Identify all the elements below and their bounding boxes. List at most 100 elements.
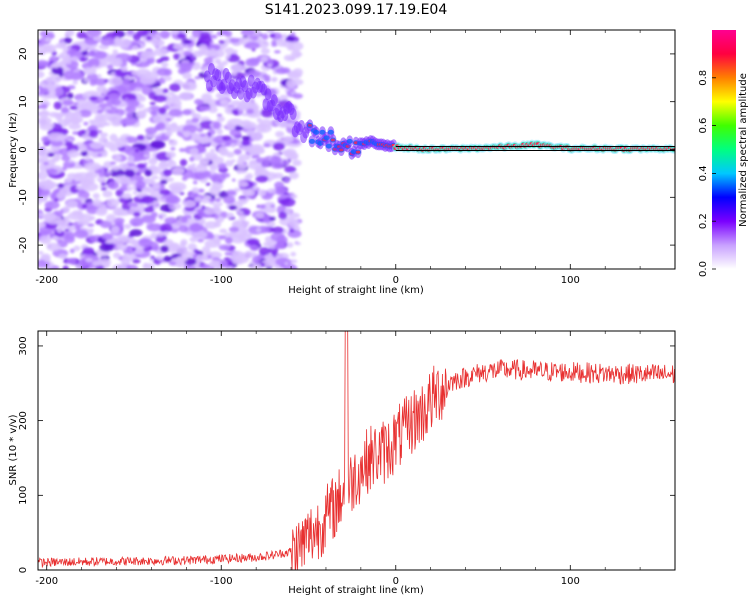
spectrogram-speckle bbox=[46, 242, 61, 252]
spectrogram-speckle bbox=[50, 139, 63, 147]
spectrogram-speckle bbox=[224, 160, 234, 167]
snr-y-ticks: 0 100 200 300 bbox=[18, 336, 675, 573]
spectrogram-speckle bbox=[182, 200, 197, 208]
spectrogram-speckle bbox=[83, 162, 101, 171]
spectrogram-speckle bbox=[159, 189, 171, 196]
spectrogram-speckle bbox=[260, 262, 265, 267]
spectrogram-speckle bbox=[80, 150, 88, 157]
spectrogram-speckle bbox=[238, 214, 247, 220]
spectrogram-speckle bbox=[62, 205, 70, 213]
snr-y-tick-label: 200 bbox=[18, 411, 29, 430]
snr-y-tick-label: 300 bbox=[18, 336, 29, 355]
spectrogram-speckle bbox=[38, 181, 56, 191]
spectrogram-speckle bbox=[159, 160, 168, 168]
spectrogram-speckle bbox=[133, 248, 145, 255]
spectrogram-speckle bbox=[210, 34, 218, 39]
spectrogram-speckle bbox=[234, 125, 244, 131]
spectrogram-speckle bbox=[188, 82, 196, 87]
spectrogram-speckle bbox=[196, 254, 208, 262]
spectrogram-speckle bbox=[160, 223, 173, 233]
spectrogram-speckle bbox=[97, 74, 102, 78]
spectrogram-speckle bbox=[81, 203, 88, 209]
spectrogram-speckle bbox=[263, 206, 277, 214]
spectrogram-speckle bbox=[207, 255, 212, 259]
spectrogram-speckle bbox=[183, 265, 193, 269]
spectrogram-speckle bbox=[189, 223, 202, 233]
spectrogram-speckle bbox=[160, 245, 169, 253]
spectrogram-speckle bbox=[72, 80, 79, 85]
snr-x-tick-label: -200 bbox=[35, 576, 58, 587]
spectrogram-speckle bbox=[237, 163, 248, 170]
spectrogram-speckle bbox=[96, 176, 107, 183]
spectrogram-speckle bbox=[111, 120, 121, 127]
ridge-core bbox=[355, 150, 361, 154]
spectrogram-speckle bbox=[274, 181, 285, 190]
spectrogram-speckle bbox=[192, 180, 198, 185]
spectrogram-speckle bbox=[201, 93, 213, 103]
spectrogram-speckle bbox=[199, 35, 212, 45]
spectrogram-speckle bbox=[162, 88, 169, 94]
spectrogram-speckle bbox=[85, 172, 94, 177]
spectrogram-speckle bbox=[253, 263, 263, 269]
spectrogram-speckle bbox=[227, 266, 233, 269]
spectrogram-speckle bbox=[218, 244, 231, 251]
spectrogram-speckle bbox=[133, 211, 141, 217]
spectrogram-speckle bbox=[280, 197, 296, 207]
spectrogram-speckle bbox=[241, 145, 252, 152]
spectrogram-speckle bbox=[92, 199, 102, 207]
spectrogram-speckle bbox=[254, 173, 258, 177]
spectrogram-ridge bbox=[203, 63, 675, 160]
spectrogram-speckle bbox=[136, 163, 146, 169]
spectrogram-speckle bbox=[288, 41, 304, 51]
spectrogram-speckle bbox=[154, 33, 161, 37]
figure-title: S141.2023.099.17.19.E04 bbox=[265, 2, 448, 18]
spectrogram-speckle bbox=[261, 33, 269, 40]
spectrogram-speckle bbox=[113, 252, 121, 259]
spectrogram-speckle bbox=[224, 141, 231, 147]
spectrogram-speckle bbox=[171, 185, 182, 195]
spectrogram-speckle bbox=[197, 238, 204, 243]
spectrogram-speckle bbox=[197, 188, 205, 193]
spectrogram-speckle bbox=[141, 195, 155, 204]
spectrogram-speckle bbox=[176, 256, 188, 263]
spectrogram-y-tick-label: 10 bbox=[18, 95, 29, 108]
spectrogram-speckle bbox=[106, 198, 120, 208]
spectrogram-speckle bbox=[151, 38, 165, 47]
spectrogram-speckle bbox=[81, 182, 99, 192]
spectrogram-speckle bbox=[81, 221, 90, 226]
spectrogram-speckle bbox=[55, 86, 64, 95]
colorbar-tick-label: 0.0 bbox=[698, 261, 709, 277]
spectrogram-speckle bbox=[115, 189, 124, 197]
spectrogram-speckle bbox=[240, 30, 255, 37]
spectrogram-speckle bbox=[168, 261, 177, 266]
spectrogram-speckle bbox=[170, 147, 176, 151]
spectrogram-speckle bbox=[255, 175, 269, 183]
spectrogram-speckle bbox=[260, 48, 270, 55]
spectrogram-speckle bbox=[142, 107, 152, 113]
spectrogram-speckle bbox=[241, 119, 252, 126]
spectrogram-speckle bbox=[183, 210, 189, 216]
spectrogram-speckle bbox=[199, 133, 206, 137]
spectrogram-speckle bbox=[289, 259, 298, 264]
spectrogram-speckle bbox=[219, 260, 229, 268]
spectrogram-speckle bbox=[201, 245, 211, 253]
spectrogram-speckle bbox=[231, 70, 238, 76]
spectrogram-speckle bbox=[100, 62, 109, 68]
spectrogram-speckle bbox=[267, 256, 276, 265]
spectrogram-speckle bbox=[238, 154, 251, 161]
spectrogram-speckle bbox=[135, 180, 146, 190]
spectrogram-speckle bbox=[285, 152, 299, 160]
spectrogram-speckle bbox=[160, 179, 168, 185]
spectrogram-speckle bbox=[270, 155, 282, 164]
spectrogram-speckle bbox=[138, 238, 153, 248]
spectrogram-speckle bbox=[211, 181, 224, 191]
spectrogram-speckle bbox=[288, 122, 295, 129]
spectrogram-speckle bbox=[76, 164, 84, 169]
spectrogram-speckle bbox=[112, 236, 125, 246]
spectrogram-speckle bbox=[77, 221, 84, 225]
spectrogram-speckle bbox=[146, 223, 163, 232]
spectrogram-speckle bbox=[108, 118, 113, 122]
spectrogram-speckle bbox=[245, 57, 260, 67]
spectrogram-speckle bbox=[69, 248, 75, 254]
spectrogram-speckle bbox=[114, 61, 120, 66]
